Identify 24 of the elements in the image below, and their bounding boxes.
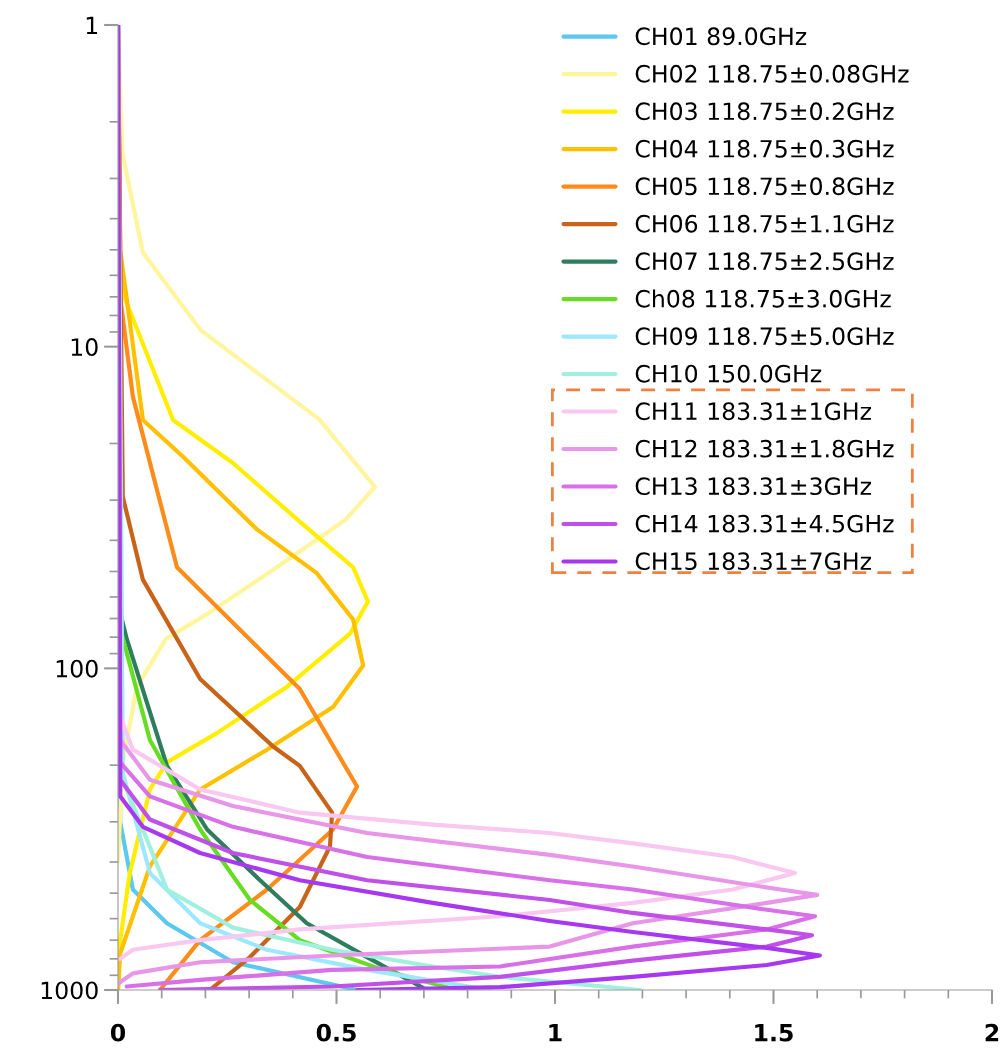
x-tick-label: 1 [549, 1024, 562, 1042]
x-tick-label: 0.5 [316, 1023, 356, 1042]
x-tick-label: 2 [985, 1023, 999, 1042]
y-tick-label: 1000 [41, 981, 98, 1000]
x-tick-label: 1.5 [755, 1024, 793, 1042]
y-tick-label: 1 [86, 16, 98, 34]
legend-label: CH10 150.0GHz [635, 364, 822, 383]
legend-label: CH02 118.75±0.08GHz [635, 64, 909, 83]
legend-label: CH14 183.31±4.5GHz [635, 514, 894, 533]
legend-label: CH13 183.31±3GHz [635, 477, 871, 496]
legend-label: CH07 118.75±2.5GHz [635, 252, 894, 271]
y-tick-label: 100 [56, 659, 98, 678]
legend-label: CH12 183.31±1.8GHz [635, 439, 894, 458]
legend-label: CH11 183.31±1GHz [635, 402, 871, 421]
legend-label: CH01 89.0GHz [635, 27, 807, 46]
legend-label: CH15 183.31±7GHz [635, 552, 871, 571]
legend-label: CH03 118.75±0.2GHz [635, 102, 894, 121]
legend-label: CH05 118.75±0.8GHz [635, 177, 894, 196]
y-tick-label: 10 [71, 338, 98, 356]
legend-label: CH09 118.75±5.0GHz [635, 327, 894, 346]
x-tick-label: 0 [110, 1023, 126, 1042]
legend-label: CH06 118.75±1.1GHz [635, 214, 894, 233]
legend-label: CH04 118.75±0.3GHz [635, 139, 894, 158]
legend-label: Ch08 118.75±3.0GHz [635, 289, 891, 308]
